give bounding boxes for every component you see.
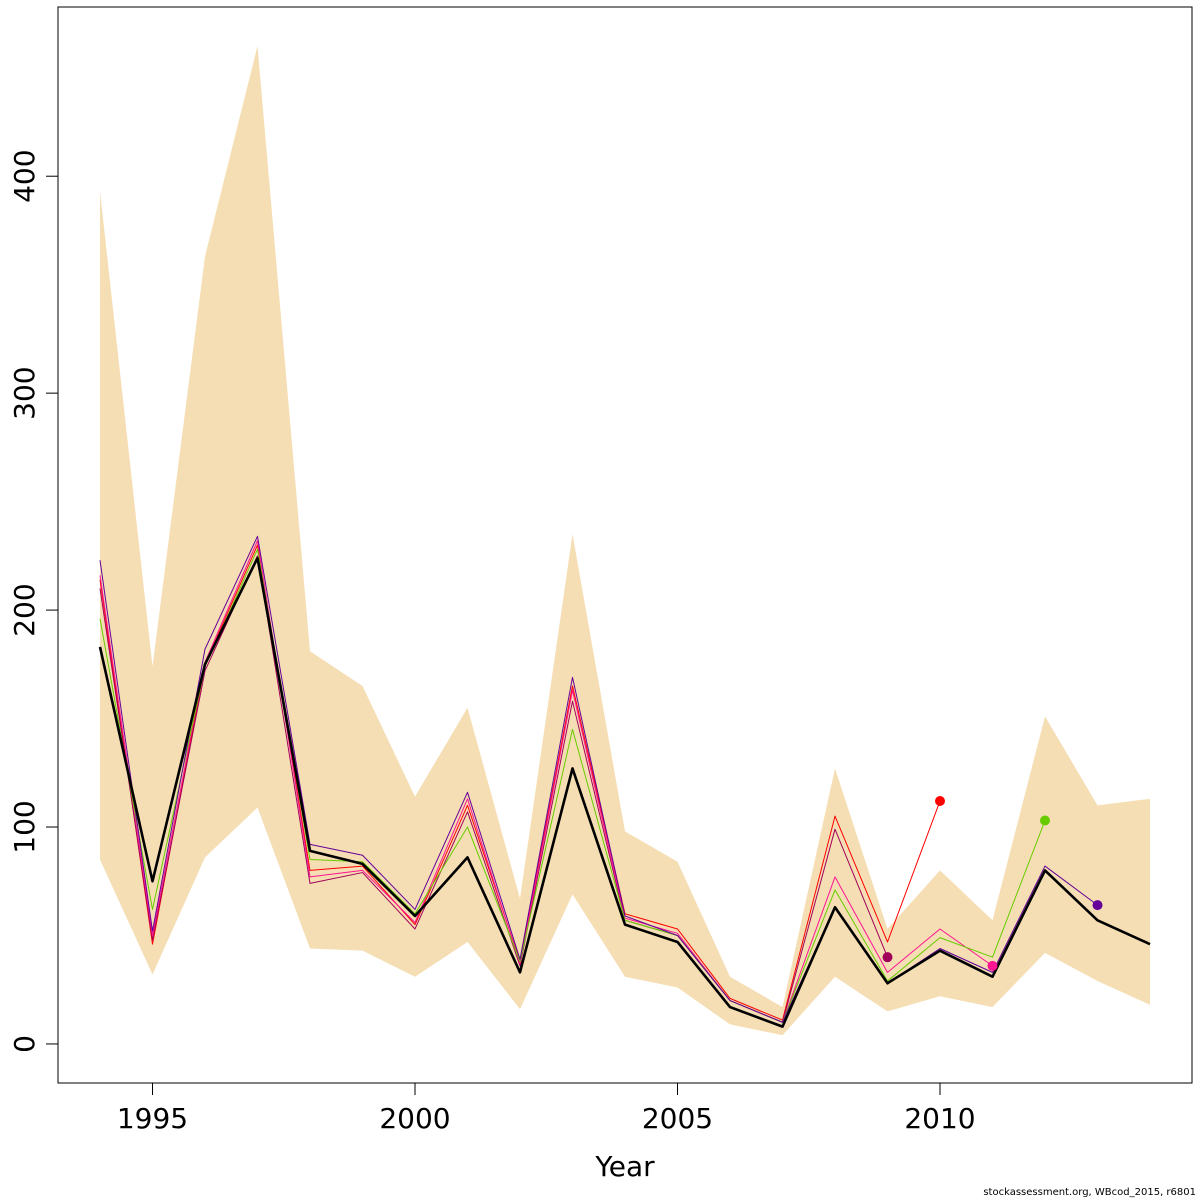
x-tick-label: 2010 (904, 1102, 975, 1135)
y-tick-label: 300 (8, 366, 41, 419)
x-tick-label: 1995 (117, 1102, 188, 1135)
x-tick-label: 2000 (379, 1102, 450, 1135)
series-endpoint-1 (935, 795, 945, 806)
footnote: stockassessment.org, WBcod_2015, r6801 (983, 1187, 1196, 1198)
series-line-5 (99, 535, 1098, 1023)
y-tick-label: 200 (8, 583, 41, 636)
y-axis: 0 100 200 300 400 (8, 149, 59, 1053)
confidence-band-layer (100, 46, 1150, 1036)
series-endpoint-2 (882, 952, 893, 963)
series-line-3 (99, 540, 993, 1023)
series-line-bold (98, 556, 1151, 1028)
x-axis: 1995 2000 2005 2010 (117, 1082, 976, 1135)
x-tick-label: 2005 (642, 1102, 713, 1135)
confidence-band (100, 46, 1150, 1036)
points-layer (882, 795, 1103, 971)
y-tick-label: 400 (8, 149, 41, 202)
x-axis-title: Year (594, 1150, 655, 1183)
series-endpoint-3 (987, 960, 998, 971)
series-layer (98, 535, 1151, 1028)
y-tick-label: 0 (8, 1035, 41, 1053)
series-endpoint-4 (1040, 815, 1050, 826)
y-tick-label: 100 (8, 800, 41, 853)
series-endpoint-5 (1092, 900, 1103, 911)
